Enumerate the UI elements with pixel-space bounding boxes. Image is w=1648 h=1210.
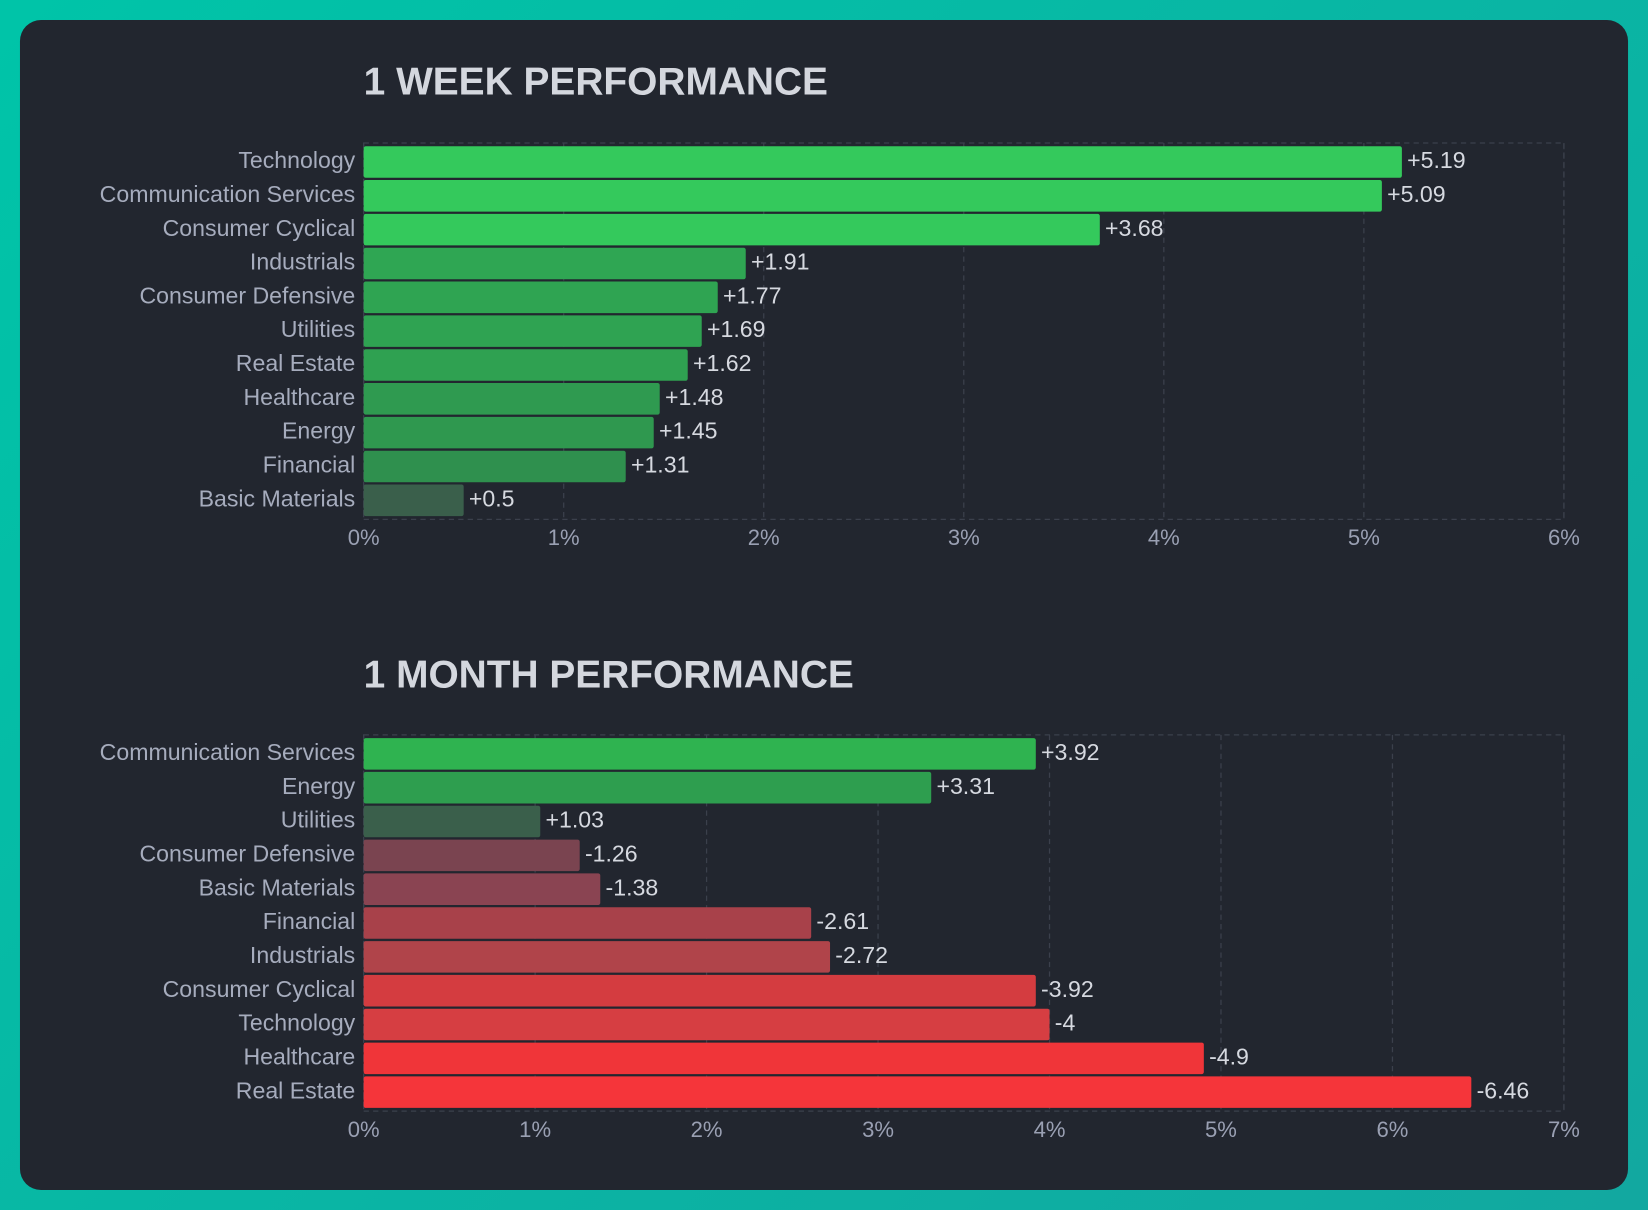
bar xyxy=(363,907,812,939)
value-label: -6.46 xyxy=(1477,1077,1530,1103)
value-label: +3.92 xyxy=(1041,739,1099,765)
x-tick-label: 2% xyxy=(691,1117,723,1142)
bar xyxy=(363,1008,1050,1041)
x-tick-label: 6% xyxy=(1548,525,1580,550)
category-label: Communication Services xyxy=(100,181,356,207)
value-label: +1.48 xyxy=(665,384,723,410)
x-tick-label: 3% xyxy=(948,525,980,550)
x-tick-label: 2% xyxy=(748,525,780,550)
bar xyxy=(363,974,1036,1007)
x-tick-label: 1% xyxy=(519,1117,551,1142)
bar xyxy=(363,180,1382,212)
x-tick-label: 7% xyxy=(1548,1117,1580,1142)
x-tick-label: 5% xyxy=(1348,525,1380,550)
bar xyxy=(363,1076,1472,1108)
category-label: Healthcare xyxy=(243,384,355,410)
value-label: +5.09 xyxy=(1387,181,1445,207)
bar xyxy=(363,941,831,973)
category-label: Basic Materials xyxy=(199,485,356,511)
bar xyxy=(363,416,654,449)
bar xyxy=(363,281,718,314)
category-label: Technology xyxy=(238,1010,355,1036)
bar xyxy=(363,349,688,381)
category-label: Energy xyxy=(282,773,356,799)
bar xyxy=(363,213,1100,246)
category-label: Utilities xyxy=(281,807,355,833)
bar xyxy=(363,484,464,517)
value-label: -3.92 xyxy=(1041,976,1094,1002)
bar xyxy=(363,450,626,483)
value-label: +3.68 xyxy=(1105,215,1163,241)
bar xyxy=(363,738,1036,770)
category-label: Consumer Defensive xyxy=(139,840,355,866)
value-label: +1.91 xyxy=(751,249,809,275)
value-label: +1.77 xyxy=(723,282,781,308)
bar xyxy=(363,839,580,872)
category-label: Consumer Defensive xyxy=(139,282,355,308)
x-tick-label: 1% xyxy=(548,525,580,550)
category-label: Basic Materials xyxy=(199,874,356,900)
category-label: Consumer Cyclical xyxy=(163,215,356,241)
category-label: Communication Services xyxy=(100,739,356,765)
chart-title: 1 MONTH PERFORMANCE xyxy=(364,653,854,696)
category-label: Financial xyxy=(263,452,355,478)
category-label: Healthcare xyxy=(243,1043,355,1069)
bar xyxy=(363,383,660,415)
value-label: -2.61 xyxy=(816,908,869,934)
x-tick-label: 5% xyxy=(1205,1117,1237,1142)
bar xyxy=(363,805,541,838)
bar xyxy=(363,873,601,905)
value-label: -1.38 xyxy=(606,874,659,900)
value-label: +1.31 xyxy=(631,452,689,478)
value-label: +0.5 xyxy=(469,485,515,511)
category-label: Energy xyxy=(282,418,356,444)
category-label: Financial xyxy=(263,908,355,934)
bar xyxy=(363,771,932,804)
bar xyxy=(363,1042,1204,1075)
value-label: +5.19 xyxy=(1407,147,1465,173)
value-label: +1.45 xyxy=(659,418,717,444)
x-tick-label: 3% xyxy=(862,1117,894,1142)
category-label: Industrials xyxy=(250,942,355,968)
bar xyxy=(363,247,746,280)
bar xyxy=(363,315,702,347)
category-label: Real Estate xyxy=(236,1077,355,1103)
value-label: -4 xyxy=(1055,1010,1076,1036)
category-label: Industrials xyxy=(250,249,355,275)
chart-title: 1 WEEK PERFORMANCE xyxy=(364,60,828,103)
category-label: Real Estate xyxy=(236,350,355,376)
value-label: -2.72 xyxy=(835,942,888,968)
x-tick-label: 6% xyxy=(1377,1117,1409,1142)
x-tick-label: 4% xyxy=(1034,1117,1066,1142)
value-label: -4.9 xyxy=(1209,1043,1249,1069)
value-label: -1.26 xyxy=(585,840,638,866)
x-tick-label: 0% xyxy=(348,525,380,550)
value-label: +1.62 xyxy=(693,350,751,376)
value-label: +1.69 xyxy=(707,316,765,342)
x-tick-label: 4% xyxy=(1148,525,1180,550)
x-tick-label: 0% xyxy=(348,1117,380,1142)
value-label: +3.31 xyxy=(936,773,994,799)
category-label: Consumer Cyclical xyxy=(163,976,356,1002)
category-label: Technology xyxy=(238,147,355,173)
value-label: +1.03 xyxy=(546,807,604,833)
bar xyxy=(363,146,1402,178)
category-label: Utilities xyxy=(281,316,355,342)
